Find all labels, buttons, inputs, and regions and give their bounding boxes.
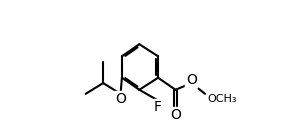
Text: F: F: [154, 100, 162, 114]
Text: O: O: [115, 92, 126, 106]
Text: O: O: [170, 108, 181, 122]
Text: O: O: [186, 73, 197, 87]
Text: OCH₃: OCH₃: [208, 94, 237, 104]
